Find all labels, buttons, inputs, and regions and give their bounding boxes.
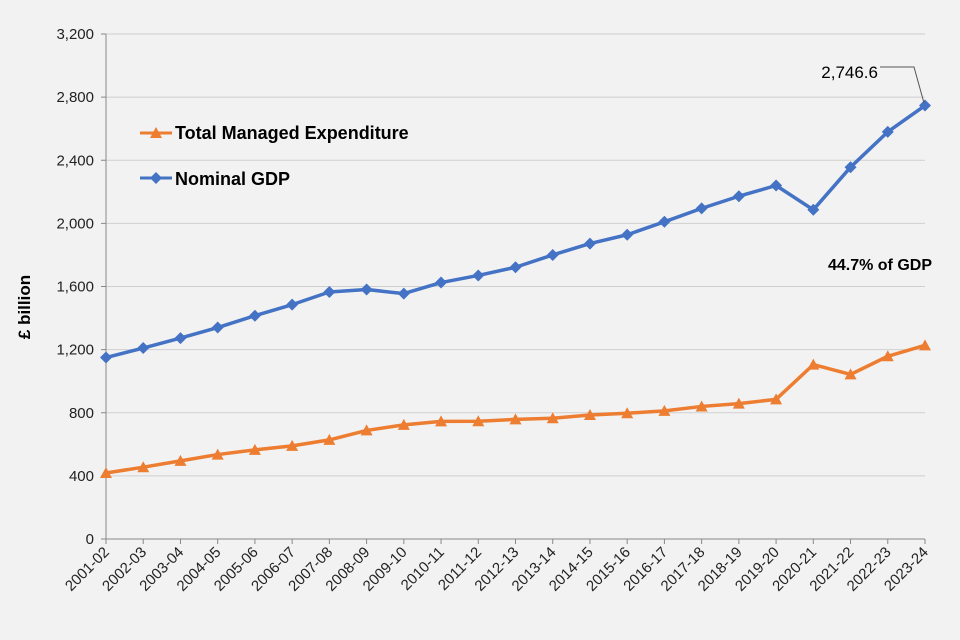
legend: Total Managed Expenditure Nominal GDP [140, 123, 409, 189]
data-point-tme [844, 368, 857, 380]
data-point-tme [100, 467, 112, 479]
data-point-gdp [881, 125, 894, 138]
data-point-tme [435, 415, 448, 427]
data-point-tme [137, 461, 150, 473]
y-axis-label: £ billion [15, 275, 34, 339]
data-point-tme [360, 424, 373, 436]
y-tick-label: 2,800 [56, 89, 94, 106]
y-tick-label: 2,000 [56, 215, 94, 232]
tme-share-annotation: 44.7% of GDP [828, 257, 932, 274]
y-tick-label: 3,200 [56, 26, 94, 43]
data-point-tme [658, 404, 671, 416]
data-point-gdp [100, 351, 112, 364]
y-axis-tick-labels: 0 400 800 1,200 1,600 2,000 2,400 2,800 3,200 [56, 26, 94, 548]
data-point-tme [621, 407, 634, 419]
data-point-tme [323, 433, 336, 445]
data-point-gdp [919, 99, 931, 112]
data-point-gdp [286, 298, 299, 311]
annotations: 2,746.6 44.7% of GDP [821, 63, 932, 274]
data-point-tme [881, 350, 894, 362]
axes [105, 34, 926, 544]
data-point-tme [211, 448, 224, 460]
data-point-gdp [509, 261, 522, 274]
data-point-gdp [732, 190, 745, 203]
y-tick-label: 800 [69, 405, 94, 422]
data-point-gdp [621, 228, 634, 241]
callout-leader-line [880, 66, 925, 104]
data-point-gdp [807, 203, 820, 216]
data-point-tme [546, 412, 559, 424]
data-point-gdp [583, 237, 596, 250]
y-tick-label: 400 [69, 468, 94, 485]
data-point-tme [770, 393, 783, 405]
legend-label-gdp: Nominal GDP [175, 169, 290, 189]
data-point-tme [919, 339, 931, 351]
gridlines [101, 33, 925, 540]
data-point-gdp [695, 202, 708, 215]
data-point-tme [397, 418, 410, 430]
data-point-tme [248, 443, 261, 455]
legend-marker-gdp [150, 172, 162, 184]
data-point-tme [732, 397, 745, 409]
data-point-tme [472, 415, 485, 427]
data-point-gdp [435, 276, 448, 289]
y-tick-label: 1,200 [56, 342, 94, 359]
data-point-gdp [844, 161, 857, 174]
data-point-tme [695, 400, 708, 412]
data-point-gdp [248, 309, 261, 322]
y-tick-label: 2,400 [56, 152, 94, 169]
legend-label-tme: Total Managed Expenditure [175, 123, 409, 143]
data-point-tme [807, 358, 820, 370]
data-point-gdp [174, 332, 187, 345]
data-point-tme [286, 439, 299, 451]
data-point-gdp [472, 269, 485, 282]
data-point-gdp [546, 248, 559, 261]
legend-marker-tme [150, 127, 162, 138]
data-point-gdp [211, 321, 224, 334]
data-point-tme [583, 408, 596, 420]
data-point-gdp [360, 283, 373, 296]
data-point-gdp [770, 179, 783, 192]
data-point-tme [509, 413, 522, 425]
y-tick-label: 1,600 [56, 279, 94, 296]
series-group [100, 99, 931, 479]
gdp-last-value-callout: 2,746.6 [821, 63, 878, 82]
data-point-gdp [397, 287, 410, 300]
data-point-gdp [323, 286, 336, 299]
data-point-tme [174, 454, 187, 466]
data-point-gdp [658, 215, 671, 228]
y-tick-label: 0 [86, 531, 94, 548]
data-point-gdp [137, 342, 150, 355]
